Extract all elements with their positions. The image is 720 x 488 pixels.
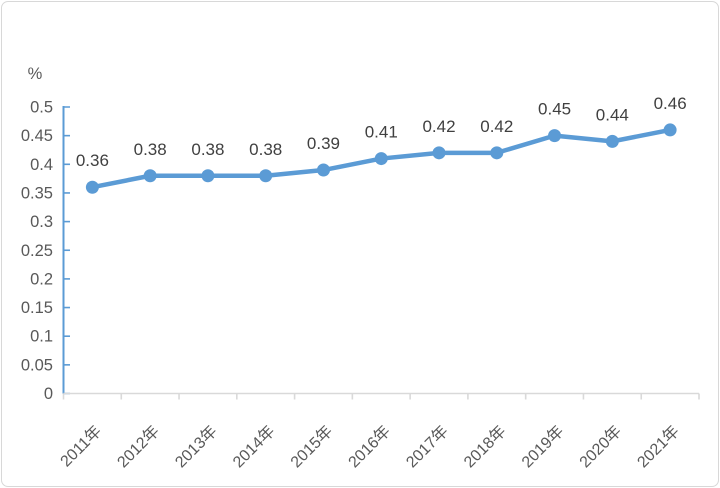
x-tick-label: 2014年 — [229, 422, 278, 471]
y-tick-label: 0.2 — [30, 270, 53, 288]
data-point-label: 0.42 — [480, 117, 513, 136]
data-point-marker — [259, 169, 273, 183]
data-point-marker — [85, 180, 99, 194]
data-point-marker — [143, 169, 157, 183]
y-axis-unit-label: % — [28, 65, 43, 83]
y-tick-label: 0.45 — [21, 127, 53, 145]
data-point-label: 0.39 — [307, 134, 340, 153]
y-tick-label: 0.35 — [21, 184, 53, 202]
x-tick-label: 2018年 — [460, 422, 509, 471]
x-tick-label: 2017年 — [403, 422, 452, 471]
data-point-label: 0.42 — [422, 117, 455, 136]
y-tick-label: 0 — [44, 385, 53, 403]
y-tick-label: 0.25 — [21, 242, 53, 260]
data-point-label: 0.36 — [76, 151, 109, 170]
y-tick-label: 0.5 — [30, 99, 53, 117]
x-tick-label: 2011年 — [57, 422, 105, 470]
x-tick-label: 2013年 — [172, 422, 221, 471]
y-tick-label: 0.05 — [21, 356, 53, 374]
data-point-label: 0.45 — [538, 100, 571, 119]
x-tick-label: 2012年 — [114, 422, 163, 471]
data-point-marker — [201, 169, 215, 183]
data-point-marker — [605, 134, 619, 148]
x-tick-label: 2021年 — [634, 422, 683, 471]
data-point-label: 0.38 — [191, 140, 224, 159]
x-tick-label: 2020年 — [576, 422, 625, 471]
y-tick-label: 0.1 — [30, 328, 53, 346]
data-point-label: 0.41 — [365, 123, 398, 142]
data-point-marker — [548, 129, 562, 143]
data-point-marker — [490, 146, 504, 160]
y-tick-label: 0.3 — [30, 213, 53, 231]
x-tick-label: 2016年 — [345, 422, 394, 471]
x-tick-label: 2019年 — [518, 422, 567, 471]
y-tick-label: 0.4 — [30, 156, 53, 174]
y-tick-label: 0.15 — [21, 299, 53, 317]
data-point-label: 0.38 — [249, 140, 282, 159]
x-tick-label: 2015年 — [287, 422, 336, 471]
data-point-label: 0.38 — [134, 140, 167, 159]
data-point-marker — [663, 123, 677, 137]
data-point-label: 0.44 — [596, 105, 629, 124]
data-point-label: 0.46 — [654, 94, 687, 113]
data-point-marker — [432, 146, 446, 160]
data-point-marker — [316, 163, 330, 177]
data-point-marker — [374, 152, 388, 166]
